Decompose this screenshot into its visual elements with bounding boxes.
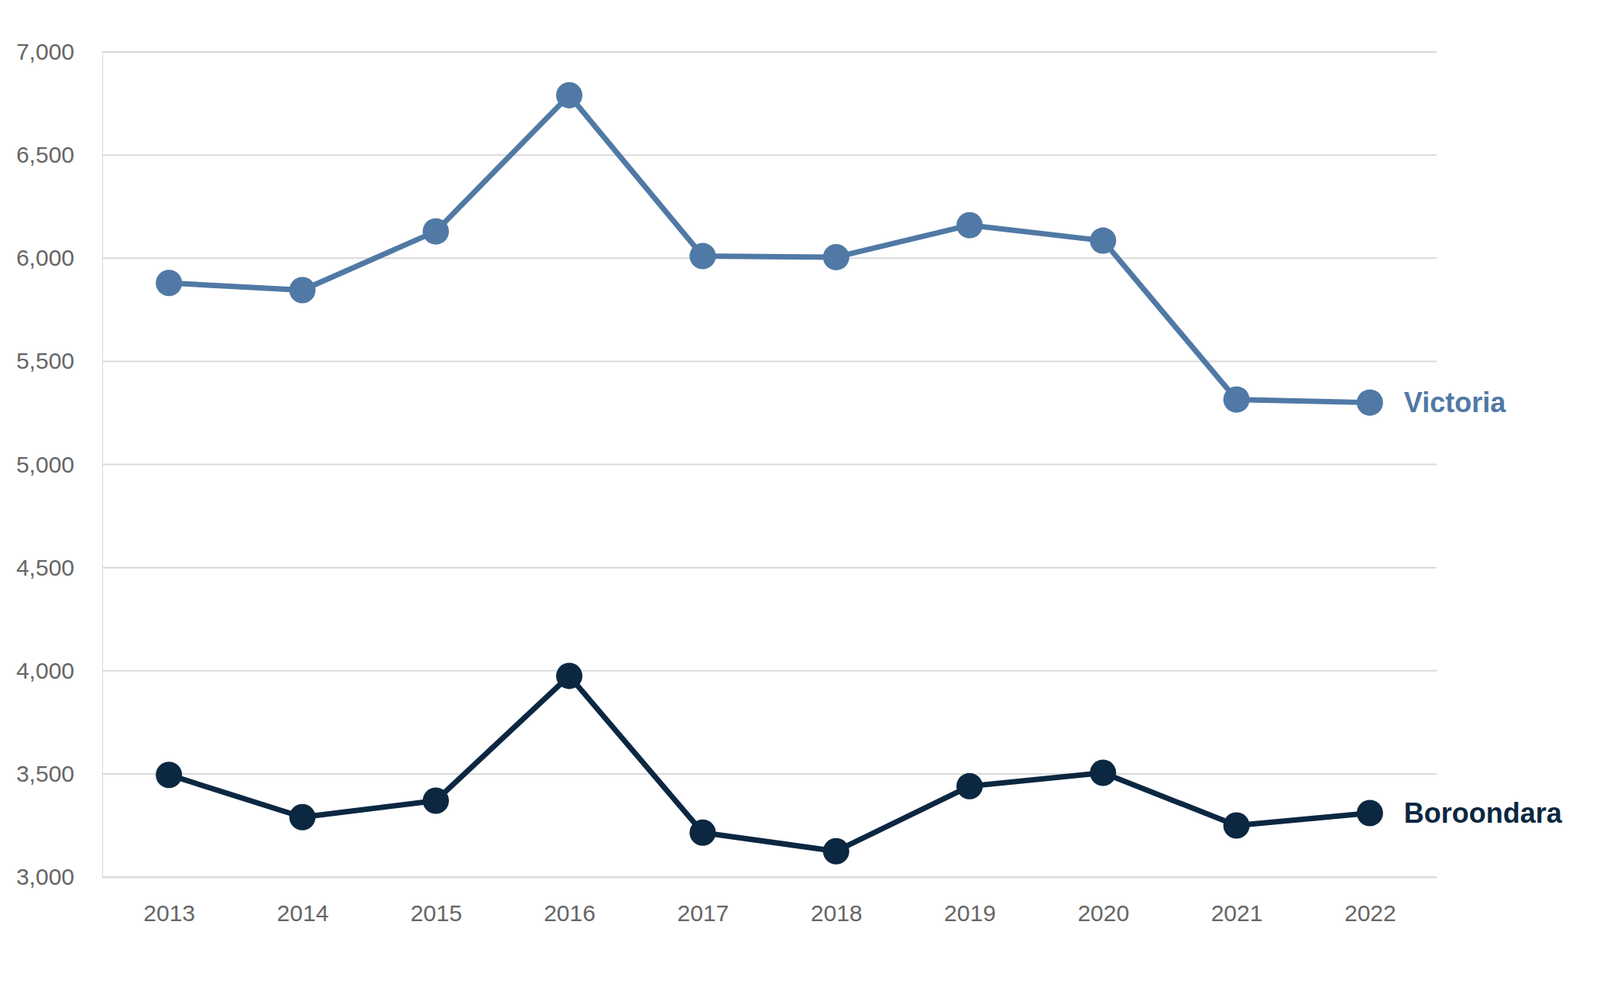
y-tick-label: 6,000 xyxy=(16,244,75,271)
series-marker xyxy=(155,761,182,788)
y-tick-label: 4,000 xyxy=(16,657,75,684)
y-tick: 3,500 xyxy=(16,760,103,787)
series-marker xyxy=(1089,227,1116,255)
y-tick: 5,500 xyxy=(16,347,103,374)
series-labels: Victoria Boroondara xyxy=(1404,386,1563,829)
grid-line xyxy=(102,360,1437,362)
y-tick: 6,500 xyxy=(16,141,103,168)
y-axis-line xyxy=(102,52,104,878)
x-tick: 2019 xyxy=(944,876,996,926)
x-tick: 2018 xyxy=(810,876,863,926)
series-label: Victoria xyxy=(1404,386,1507,419)
series-marker xyxy=(288,277,316,304)
series-marker xyxy=(155,269,182,296)
x-tick-label: 2015 xyxy=(410,899,463,926)
x-tick-label: 2019 xyxy=(944,899,996,926)
series-line xyxy=(168,95,1370,403)
x-tick-label: 2013 xyxy=(143,899,196,926)
series-marker xyxy=(1089,759,1116,787)
series-marker xyxy=(1356,799,1384,826)
x-tick: 2020 xyxy=(1077,876,1130,926)
y-tick: 6,000 xyxy=(16,244,103,271)
series-marker xyxy=(956,772,983,800)
grid-line xyxy=(102,772,1437,775)
x-tick-label: 2022 xyxy=(1344,899,1397,926)
x-tick-label: 2021 xyxy=(1211,899,1264,926)
y-axis: 3,000 3,500 4,000 4,500 5,000 5,500 6,000 6,500… xyxy=(16,38,104,890)
series-marker xyxy=(823,243,850,271)
y-tick: 4,500 xyxy=(16,554,103,581)
y-tick: 5,000 xyxy=(16,451,103,478)
x-tick: 2016 xyxy=(543,876,596,926)
x-tick-label: 2014 xyxy=(277,899,330,926)
y-tick-label: 3,500 xyxy=(16,760,75,787)
series-marker xyxy=(556,82,583,109)
series-marker xyxy=(422,786,450,814)
grid-line xyxy=(102,875,1437,878)
grid-line xyxy=(102,51,1437,53)
series-marker xyxy=(956,212,983,239)
grid-line xyxy=(102,463,1437,466)
y-tick-label: 6,500 xyxy=(16,141,75,168)
y-tick: 3,000 xyxy=(16,863,103,890)
y-tick-label: 3,000 xyxy=(16,863,75,890)
series-marker xyxy=(288,803,316,831)
y-tick-label: 4,500 xyxy=(16,554,75,581)
series-marker xyxy=(422,218,450,245)
chart: 3,000 3,500 4,000 4,500 5,000 5,500 6,000 6,500… xyxy=(0,0,1600,987)
series-marker xyxy=(1223,386,1250,413)
y-tick: 7,000 xyxy=(16,38,103,65)
x-tick: 2022 xyxy=(1344,876,1397,926)
series-marker xyxy=(1356,389,1384,416)
grid xyxy=(102,51,1437,877)
x-tick: 2021 xyxy=(1211,876,1264,926)
series-marker xyxy=(1223,811,1250,838)
x-tick-label: 2018 xyxy=(810,899,863,926)
x-tick: 2013 xyxy=(143,876,196,926)
y-tick-label: 7,000 xyxy=(16,38,75,65)
grid-line xyxy=(102,566,1437,569)
series-marker xyxy=(689,243,716,270)
x-tick-label: 2016 xyxy=(543,899,596,926)
series-marker xyxy=(556,662,583,689)
series-line xyxy=(168,675,1370,851)
x-tick: 2015 xyxy=(410,876,463,926)
x-tick-label: 2017 xyxy=(676,899,729,926)
x-tick: 2014 xyxy=(277,876,330,926)
x-axis-line xyxy=(103,876,1438,879)
x-tick: 2017 xyxy=(676,876,729,926)
series-marker xyxy=(823,837,850,865)
plot-area xyxy=(155,82,1384,865)
grid-line xyxy=(102,154,1437,156)
series-marker xyxy=(689,819,716,846)
grid-line xyxy=(102,669,1437,672)
x-axis: 2013 2014 2015 2016 2017 2018 2019 2020 2021 2022 xyxy=(103,876,1438,926)
y-tick-label: 5,000 xyxy=(16,451,75,478)
series-label: Boroondara xyxy=(1404,796,1563,829)
y-tick-label: 5,500 xyxy=(16,347,75,374)
y-tick: 4,000 xyxy=(16,657,103,684)
x-tick-label: 2020 xyxy=(1077,899,1130,926)
